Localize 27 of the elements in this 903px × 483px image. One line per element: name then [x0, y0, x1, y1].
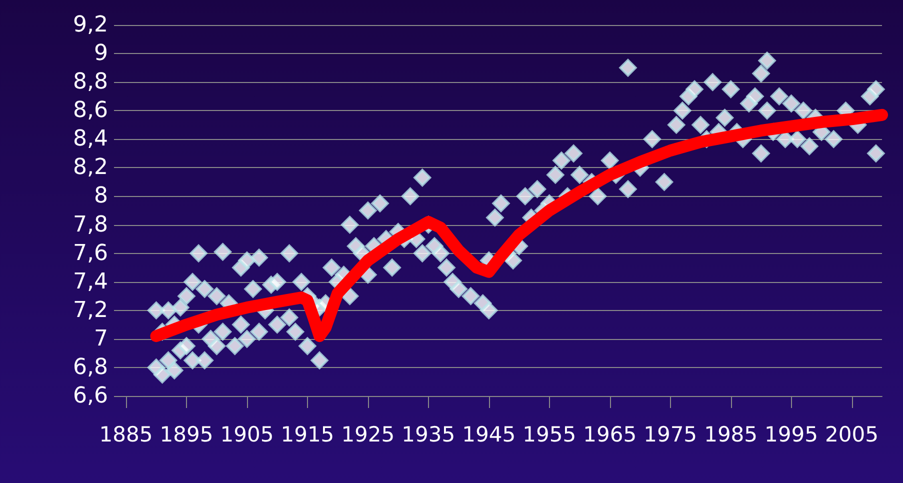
y-tick-label: 7,8 [73, 212, 108, 238]
y-tick-label: 9 [94, 41, 108, 66]
x-tick-label: 1885 [99, 422, 153, 446]
x-tick-label: 1935 [402, 422, 456, 446]
y-tick-label: 8,8 [73, 70, 108, 95]
x-tick-label: 1995 [764, 422, 818, 446]
x-tick-label: 1965 [583, 422, 637, 446]
y-tick-label: 8,4 [73, 126, 108, 152]
y-tick-label: 6,8 [73, 354, 108, 380]
x-tick-label: 1915 [280, 422, 334, 446]
y-tick-label: 7,6 [73, 240, 108, 266]
y-tick-label: 7,4 [73, 269, 108, 294]
x-tick-label: 1945 [462, 422, 516, 446]
y-tick-label: 9,2 [73, 12, 108, 38]
x-tick-label: 1925 [341, 422, 395, 446]
y-tick-label: 6,6 [73, 384, 108, 408]
y-tick-label: 8 [94, 184, 108, 209]
x-tick-label: 1895 [160, 422, 214, 446]
x-tick-label: 2005 [825, 422, 878, 446]
x-tick-label: 1905 [220, 422, 274, 446]
x-tick-label: 1975 [644, 422, 698, 446]
y-tick-label: 8,2 [73, 155, 108, 180]
x-tick-label: 1955 [522, 422, 576, 446]
y-tick-label: 7,2 [73, 298, 108, 323]
x-tick-label: 1985 [704, 422, 758, 446]
y-tick-label: 8,6 [73, 98, 108, 124]
y-tick-label: 7 [94, 326, 108, 352]
